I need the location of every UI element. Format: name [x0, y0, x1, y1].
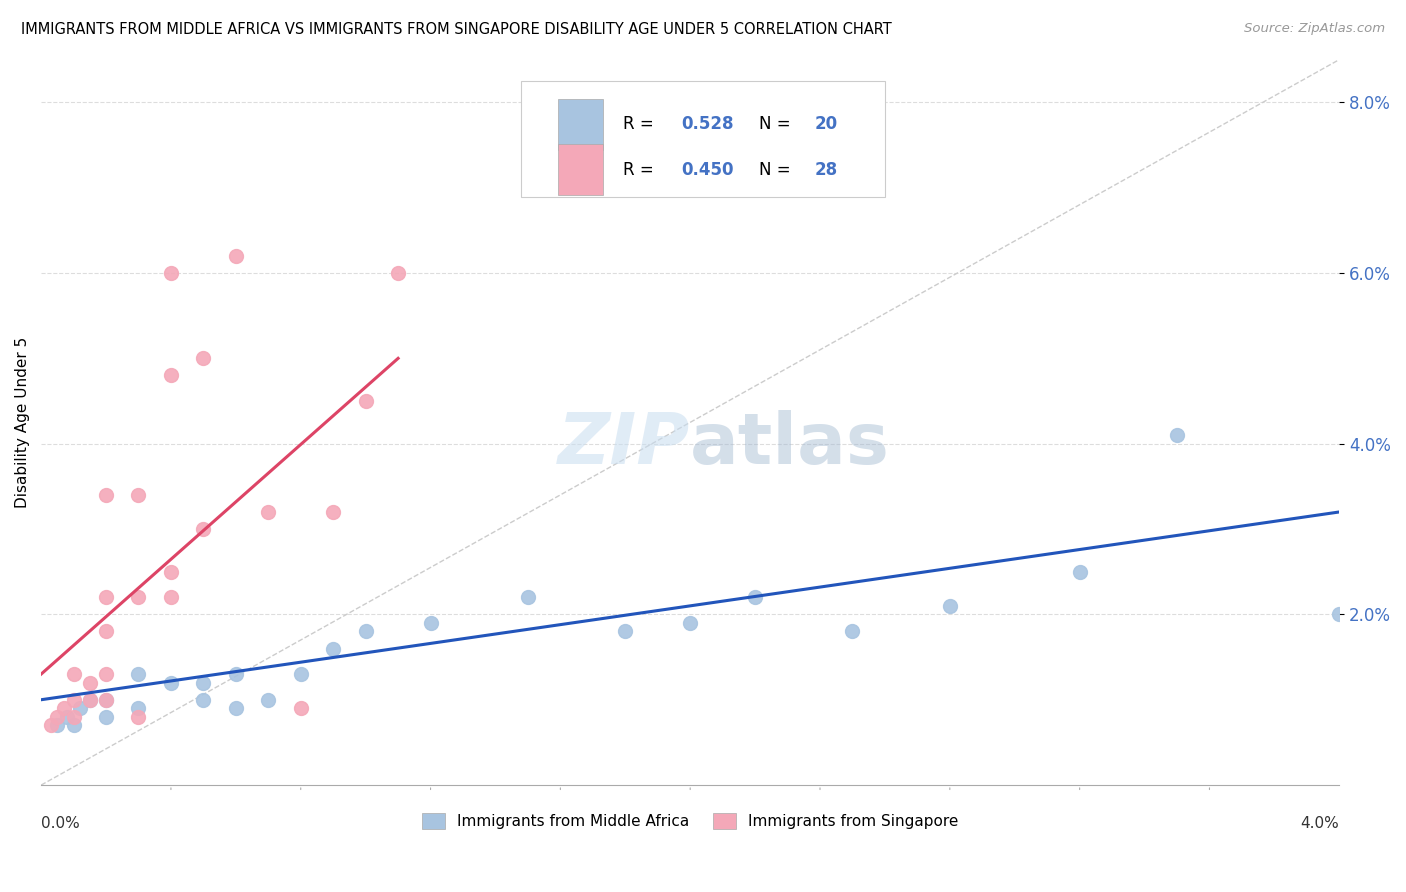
Point [354, 624, 377, 639]
Point [94, 624, 117, 639]
Point [94, 692, 117, 706]
Bar [558, 99, 603, 150]
Point [225, 701, 247, 715]
Point [46, 710, 69, 724]
Point [225, 667, 247, 681]
Text: 0.528: 0.528 [681, 115, 734, 133]
Text: 0.450: 0.450 [681, 161, 734, 179]
Point [94, 692, 117, 706]
Point [354, 394, 377, 409]
Text: R =: R = [623, 161, 658, 179]
Point [62, 692, 84, 706]
Point [290, 701, 312, 715]
Point [193, 522, 215, 536]
Point [193, 675, 215, 690]
Point [1166, 428, 1188, 442]
Text: Source: ZipAtlas.com: Source: ZipAtlas.com [1244, 22, 1385, 36]
Point [225, 249, 247, 263]
Point [127, 488, 149, 502]
Text: 28: 28 [815, 161, 838, 179]
Text: 20: 20 [815, 115, 838, 133]
Point [322, 505, 344, 519]
Bar [558, 145, 603, 195]
Point [322, 641, 344, 656]
Point [46, 718, 69, 732]
Point [160, 675, 183, 690]
Text: N =: N = [759, 161, 796, 179]
Text: atlas: atlas [690, 409, 890, 479]
Point [160, 368, 183, 383]
Point [69, 701, 91, 715]
Text: R =: R = [623, 115, 658, 133]
Point [127, 591, 149, 605]
Point [127, 710, 149, 724]
Point [419, 615, 441, 630]
Point [56, 710, 79, 724]
Point [94, 710, 117, 724]
Point [52, 701, 75, 715]
Point [516, 591, 538, 605]
Point [127, 667, 149, 681]
Text: 4.0%: 4.0% [1301, 815, 1340, 830]
Text: 0.0%: 0.0% [41, 815, 80, 830]
Point [193, 692, 215, 706]
Text: N =: N = [759, 115, 796, 133]
Point [94, 667, 117, 681]
Y-axis label: Disability Age Under 5: Disability Age Under 5 [15, 336, 30, 508]
Text: ZIP: ZIP [558, 409, 690, 479]
Point [257, 505, 280, 519]
Point [387, 266, 409, 280]
Point [614, 624, 637, 639]
Text: IMMIGRANTS FROM MIDDLE AFRICA VS IMMIGRANTS FROM SINGAPORE DISABILITY AGE UNDER : IMMIGRANTS FROM MIDDLE AFRICA VS IMMIGRA… [21, 22, 891, 37]
Point [939, 599, 962, 613]
Point [1329, 607, 1351, 622]
Point [841, 624, 863, 639]
Point [79, 692, 101, 706]
Point [679, 615, 702, 630]
Point [127, 701, 149, 715]
Legend: Immigrants from Middle Africa, Immigrants from Singapore: Immigrants from Middle Africa, Immigrant… [416, 807, 965, 836]
Point [94, 591, 117, 605]
Point [257, 692, 280, 706]
Point [62, 718, 84, 732]
Point [193, 351, 215, 366]
Point [62, 667, 84, 681]
Point [160, 591, 183, 605]
Point [62, 710, 84, 724]
Point [79, 675, 101, 690]
Point [1069, 565, 1091, 579]
Point [160, 565, 183, 579]
Point [39, 718, 62, 732]
Point [744, 591, 766, 605]
FancyBboxPatch shape [522, 81, 884, 197]
Point [94, 488, 117, 502]
Point [79, 692, 101, 706]
Point [290, 667, 312, 681]
Point [160, 266, 183, 280]
